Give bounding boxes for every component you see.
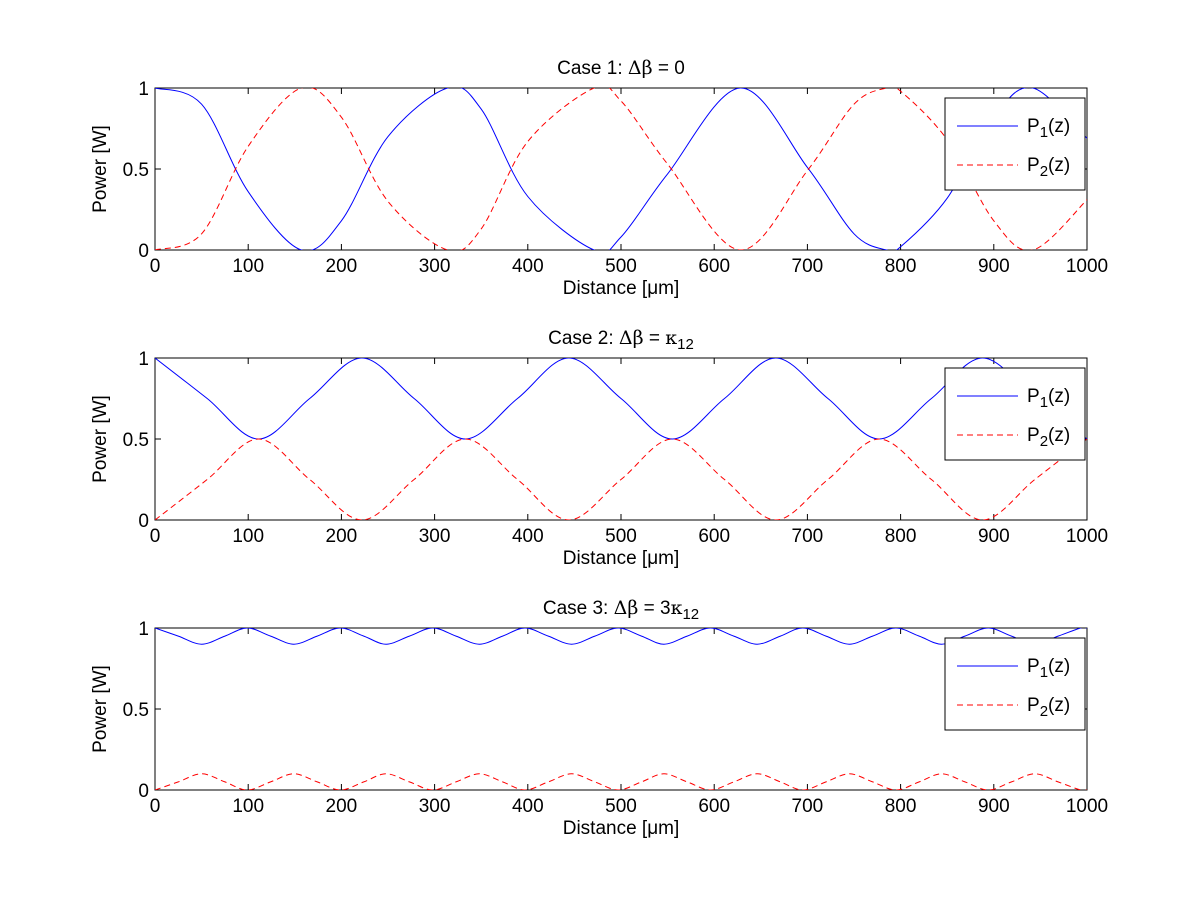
y-tick-label: 0 xyxy=(138,511,149,532)
x-tick-label: 900 xyxy=(978,796,1010,817)
legend-box xyxy=(944,367,1086,461)
x-tick-label: 600 xyxy=(698,526,730,547)
x-tick-label: 800 xyxy=(885,256,917,277)
legend: P1(z) P2(z) xyxy=(944,367,1086,461)
x-tick-label: 100 xyxy=(232,796,264,817)
x-tick-label: 700 xyxy=(792,256,824,277)
x-tick-label: 500 xyxy=(605,796,637,817)
y-tick-label: 0 xyxy=(138,781,149,802)
x-tick-label: 300 xyxy=(419,796,451,817)
x-axis-label: Distance [μm] xyxy=(563,818,680,839)
subplot-2: Case 2: Δβ = κ12 0 100 200 300 400 500 600 700 80… xyxy=(90,327,1108,569)
legend-label-p2: P2(z) xyxy=(1027,155,1070,180)
series-line-p1 xyxy=(155,88,1087,250)
legend-label-p1: P1(z) xyxy=(1027,386,1070,411)
x-tick-label: 0 xyxy=(150,796,161,817)
chart-title: Case 1: Δβ = 0 xyxy=(557,57,685,79)
x-tick-label: 700 xyxy=(792,796,824,817)
x-tick-label: 100 xyxy=(232,526,264,547)
chart-title: Case 2: Δβ = κ12 xyxy=(548,327,694,353)
x-axis-label: Distance [μm] xyxy=(563,278,680,299)
legend-box xyxy=(944,637,1086,731)
legend: P1(z) P2(z) xyxy=(944,97,1086,191)
x-tick-label: 1000 xyxy=(1066,526,1108,547)
legend-box xyxy=(944,97,1086,191)
x-tick-label: 600 xyxy=(698,256,730,277)
y-tick-label: 0.5 xyxy=(123,430,149,451)
x-tick-label: 600 xyxy=(698,796,730,817)
x-tick-label: 200 xyxy=(326,796,358,817)
x-tick-label: 400 xyxy=(512,256,544,277)
y-tick-label: 0.5 xyxy=(123,160,149,181)
x-tick-label: 800 xyxy=(885,796,917,817)
legend-label-p2: P2(z) xyxy=(1027,425,1070,450)
series-line-p1 xyxy=(155,628,1087,645)
y-tick-label: 0.5 xyxy=(123,700,149,721)
x-tick-label: 700 xyxy=(792,526,824,547)
axes-box xyxy=(154,87,1088,251)
x-tick-label: 300 xyxy=(419,526,451,547)
subplot-3: Case 3: Δβ = 3κ12 0 100 200 300 400 500 600 700 8… xyxy=(90,597,1108,839)
chart-title: Case 3: Δβ = 3κ12 xyxy=(543,597,699,623)
legend: P1(z) P2(z) xyxy=(944,637,1086,731)
x-tick-label: 900 xyxy=(978,256,1010,277)
series-line-p2 xyxy=(155,773,1087,790)
series-line-p1 xyxy=(155,358,1087,440)
y-tick-label: 1 xyxy=(138,79,149,100)
y-tick-label: 1 xyxy=(138,349,149,370)
y-axis-label: Power [W] xyxy=(90,125,111,213)
y-axis-label: Power [W] xyxy=(90,395,111,483)
legend-label-p1: P1(z) xyxy=(1027,116,1070,141)
x-tick-label: 200 xyxy=(326,526,358,547)
x-tick-label: 900 xyxy=(978,526,1010,547)
x-tick-label: 0 xyxy=(150,256,161,277)
series-line-p2 xyxy=(155,438,1087,520)
legend-label-p2: P2(z) xyxy=(1027,695,1070,720)
x-tick-label: 500 xyxy=(605,256,637,277)
x-tick-label: 1000 xyxy=(1066,256,1108,277)
y-tick-label: 0 xyxy=(138,241,149,262)
y-tick-label: 1 xyxy=(138,619,149,640)
y-axis-label: Power [W] xyxy=(90,665,111,753)
x-tick-label: 400 xyxy=(512,526,544,547)
x-tick-label: 0 xyxy=(150,526,161,547)
x-tick-label: 100 xyxy=(232,256,264,277)
x-axis-label: Distance [μm] xyxy=(563,548,680,569)
x-tick-label: 300 xyxy=(419,256,451,277)
legend-label-p1: P1(z) xyxy=(1027,656,1070,681)
subplot-1: Case 1: Δβ = 0 0 100 200 300 400 500 600 700 800 9… xyxy=(90,57,1108,299)
x-tick-label: 200 xyxy=(326,256,358,277)
x-tick-label: 800 xyxy=(885,526,917,547)
x-tick-label: 500 xyxy=(605,526,637,547)
x-tick-label: 400 xyxy=(512,796,544,817)
x-tick-label: 1000 xyxy=(1066,796,1108,817)
